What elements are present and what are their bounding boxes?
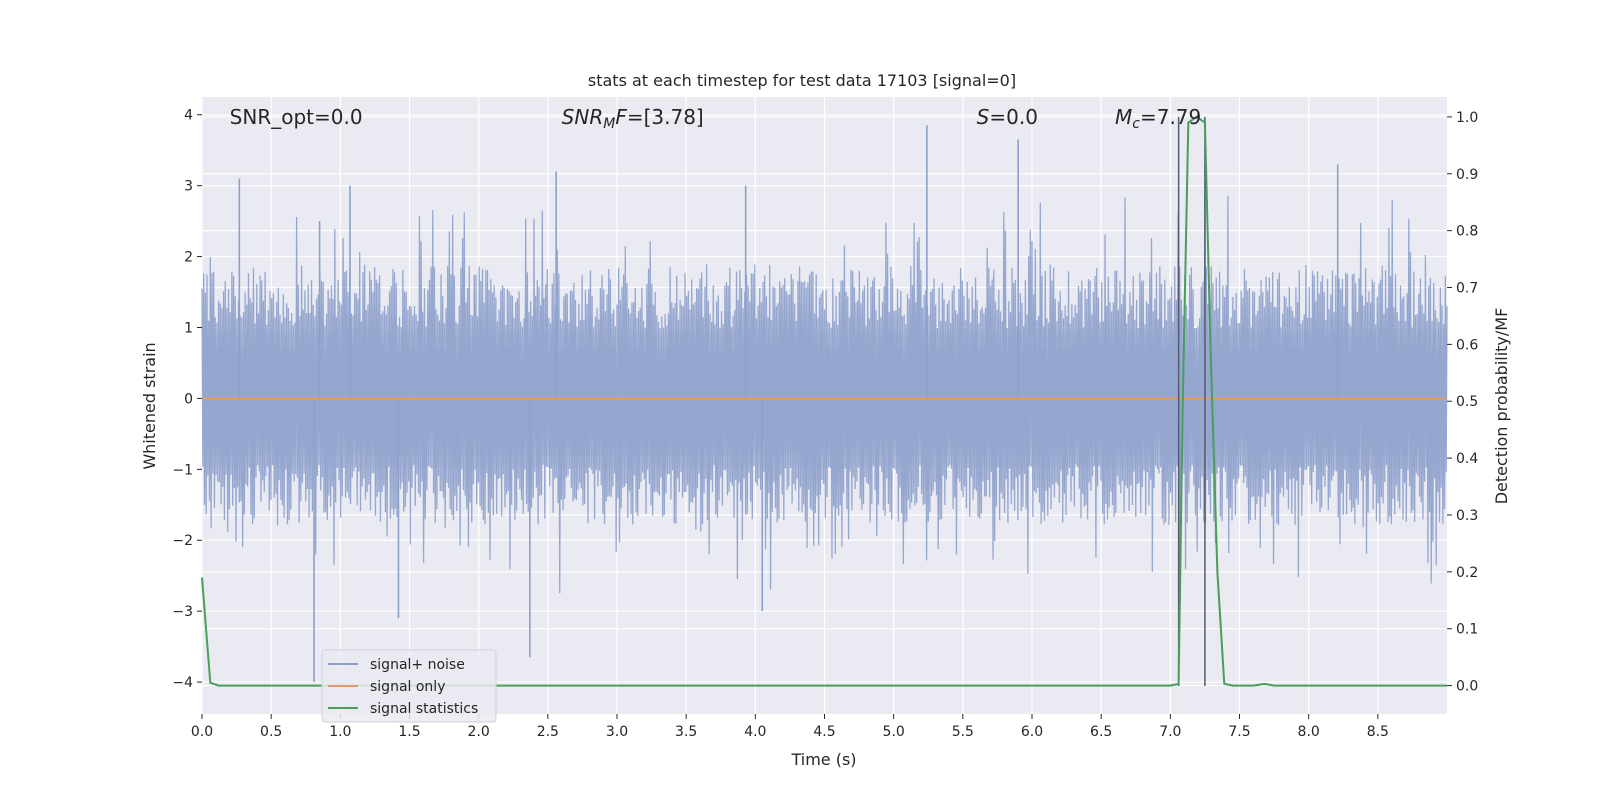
annotation-1: SNRMF=[3.78] (562, 105, 704, 132)
x-tick-label-9: 4.5 (813, 724, 835, 740)
y2-tick-label-5: 0.5 (1456, 394, 1478, 410)
y-tick-label-2: −2 (172, 533, 193, 549)
y-axis-label: Whitened strain (140, 342, 159, 469)
legend-box (321, 649, 497, 723)
x-tick-label-7: 3.5 (675, 724, 697, 740)
x-tick-label-12: 6.0 (1021, 724, 1043, 740)
y2-axis-label: Detection probability/MF (1492, 308, 1511, 505)
noise-trace (201, 195, 1448, 594)
y2-tick-label-0: 0.0 (1456, 679, 1478, 695)
overlay-series (201, 115, 1447, 687)
annotation-3: Mc=7.79 (1115, 105, 1201, 132)
y2-tick-label-6: 0.6 (1456, 337, 1478, 353)
axes: 0.0 0.5 1.0 1.5 2.0 2.5 3.0 3.5 4.0 4.5 5.0 5.5 6.0 6… (172, 108, 1478, 740)
legend-label-2: signal statistics (370, 701, 478, 717)
y-tick-label-0: −4 (172, 675, 193, 691)
x-tick-label-5: 2.5 (537, 724, 559, 740)
x-tick-label-6: 3.0 (606, 724, 628, 740)
x-tick-label-13: 6.5 (1090, 724, 1112, 740)
x-tick-label-11: 5.5 (952, 724, 974, 740)
signal-noise-series (201, 125, 1448, 683)
x-tick-label-4: 2.0 (468, 724, 490, 740)
y2-tick-label-9: 0.9 (1456, 167, 1478, 183)
x-tick-label-15: 7.5 (1228, 724, 1250, 740)
x-tick-label-16: 8.0 (1298, 724, 1320, 740)
y-tick-label-6: 2 (184, 250, 193, 266)
x-tick-label-10: 5.0 (883, 724, 905, 740)
annotations: SNR_opt=0.0 SNRMF=[3.78] S=0.0 Mc=7.79 (230, 105, 1202, 132)
y2-tick-label-2: 0.2 (1456, 565, 1478, 581)
y2-tick-label-10: 1.0 (1456, 110, 1478, 126)
chart-title: stats at each timestep for test data 171… (588, 71, 1016, 90)
x-tick-label-0: 0.0 (191, 724, 213, 740)
legend-label-1: signal only (370, 679, 445, 695)
x-tick-label-1: 0.5 (260, 724, 282, 740)
legend: signal+ noise signal only signal statistic… (321, 649, 497, 723)
annotation-0: SNR_opt=0.0 (230, 105, 363, 129)
x-tick-label-14: 7.0 (1159, 724, 1181, 740)
x-tick-label-2: 1.0 (329, 724, 351, 740)
annotation-2: S=0.0 (977, 105, 1038, 129)
y-tick-label-3: −1 (172, 462, 193, 478)
y-tick-label-5: 1 (184, 320, 193, 336)
x-tick-label-3: 1.5 (398, 724, 420, 740)
signal-statistics-line (201, 115, 1447, 687)
x-axis-label: Time (s) (790, 750, 856, 769)
x-tick-label-17: 8.5 (1367, 724, 1389, 740)
y2-tick-label-4: 0.4 (1456, 451, 1478, 467)
x-tick-label-8: 4.0 (744, 724, 766, 740)
y-tick-label-4: 0 (184, 391, 193, 407)
y2-tick-label-1: 0.1 (1456, 622, 1478, 638)
y-tick-label-7: 3 (184, 179, 193, 195)
legend-label-0: signal+ noise (370, 657, 465, 673)
y-tick-label-1: −3 (172, 604, 193, 620)
y2-tick-label-3: 0.3 (1456, 508, 1478, 524)
y2-tick-label-7: 0.7 (1456, 281, 1478, 297)
y-tick-label-8: 4 (184, 108, 193, 124)
y2-tick-label-8: 0.8 (1456, 224, 1478, 240)
